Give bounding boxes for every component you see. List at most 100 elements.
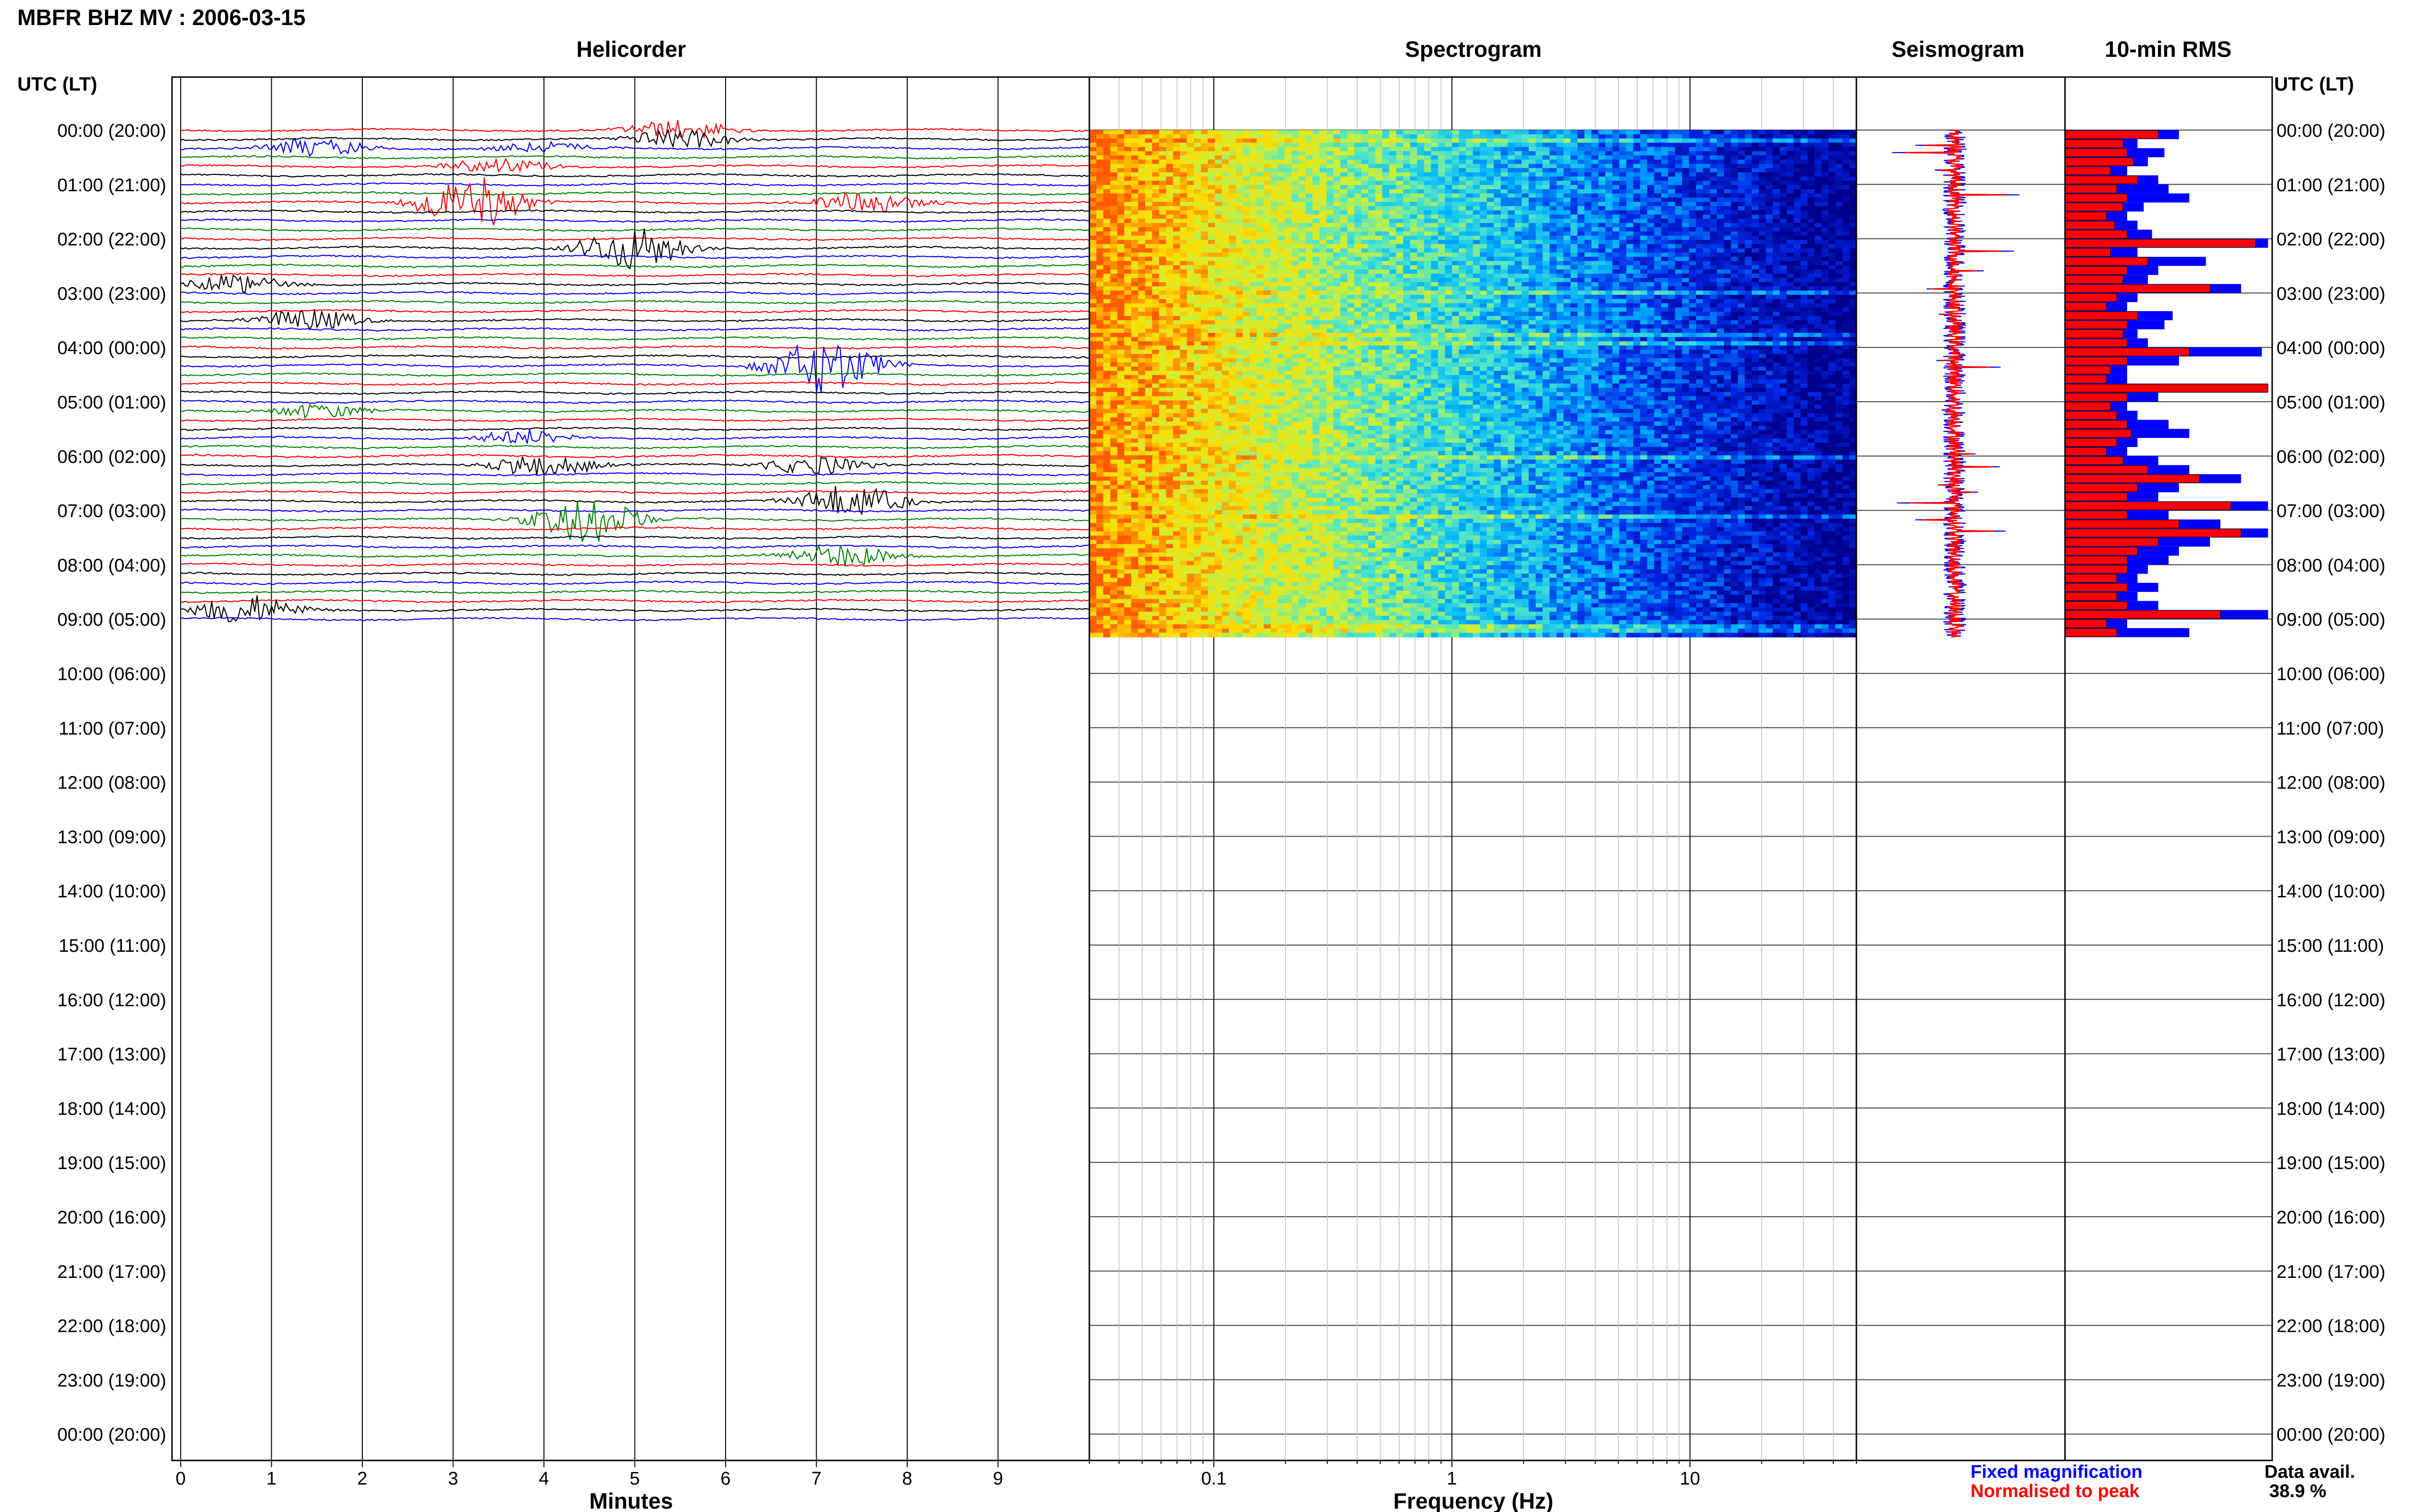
spectrogram-cell [1577,261,1585,266]
spectrogram-cell [1556,303,1564,308]
spectrogram-cell [1835,147,1843,152]
spectrogram-cell [1751,282,1760,287]
spectrogram-cell [1354,210,1362,215]
spectrogram-cell [1535,290,1543,295]
spectrogram-cell [1410,248,1417,253]
spectrogram-cell [1208,185,1216,190]
spectrogram-cell [1626,181,1634,185]
spectrogram-cell [1368,202,1376,207]
spectrogram-cell [1759,181,1766,185]
spectrogram-cell [1633,168,1641,173]
spectrogram-cell [1598,210,1606,215]
spectrogram-cell [1508,143,1515,147]
spectrogram-cell [1696,282,1704,287]
spectrogram-cell [1759,210,1766,215]
spectrogram-cell [1542,134,1550,139]
spectrogram-cell [1438,290,1445,295]
spectrogram-cell [1605,278,1613,283]
spectrogram-cell [1528,227,1536,232]
spectrogram-cell [1291,193,1299,198]
spectrogram-cell [1326,299,1334,304]
spectrogram-cell [1312,303,1320,308]
spectrogram-cell [1661,248,1669,253]
spectrogram-cell [1396,248,1404,253]
spectrogram-cell [1131,130,1139,135]
spectrogram-cell [1793,286,1801,291]
spectrogram-cell [1096,248,1104,253]
spectrogram-cell [1486,147,1495,152]
spectrogram-cell [1668,138,1676,144]
spectrogram-cell [1640,151,1648,156]
spectrogram-cell [1584,172,1592,177]
spectrogram-cell [1759,286,1766,291]
spectrogram-cell [1319,236,1327,240]
spectrogram-cell [1654,248,1662,253]
spectrogram-cell [1807,176,1815,182]
spectrogram-cell [1124,185,1132,190]
spectrogram-cell [1522,244,1529,249]
spectrogram-cell [1291,181,1299,185]
spectrogram-cell [1382,189,1390,194]
spectrogram-cell [1180,290,1188,295]
spectrogram-cell [1542,265,1550,270]
spectrogram-cell [1305,176,1313,182]
spectrogram-cell [1835,312,1843,316]
spectrogram-cell [1389,240,1397,245]
spectrogram-cell [1389,130,1397,135]
spectrogram-cell [1814,189,1822,194]
spectrogram-cell [1542,278,1550,283]
spectrogram-cell [1800,303,1808,308]
spectrogram-cell [1466,143,1473,147]
spectrogram-cell [1773,244,1780,249]
spectrogram-cell [1647,168,1655,173]
spectrogram-cell [1145,278,1153,283]
spectrogram-cell [1187,214,1194,219]
spectrogram-cell [1661,130,1669,135]
spectrogram-cell [1751,299,1760,304]
spectrogram-cell [1403,261,1411,266]
spectrogram-cell [1765,159,1774,164]
spectrogram-cell [1431,240,1439,245]
spectrogram-cell [1459,189,1467,194]
spectrogram-cell [1229,261,1236,266]
spectrogram-cell [1417,219,1425,224]
spectrogram-cell [1424,151,1431,156]
spectrogram-cell [1703,290,1710,295]
spectrogram-cell [1222,231,1230,237]
spectrogram-cell [1291,172,1299,177]
spectrogram-cell [1208,176,1216,182]
spectrogram-cell [1271,307,1278,312]
spectrogram-cell [1800,236,1808,240]
spectrogram-cell [1117,164,1125,169]
helicorder-trace-line [180,595,1089,622]
spectrogram-cell [1731,210,1738,215]
spectrogram-cell [1229,236,1236,240]
helicorder-trace-line [180,580,1089,585]
spectrogram-cell [1765,286,1774,291]
spectrogram-cell [1333,147,1341,152]
spectrogram-cell [1333,181,1341,185]
spectrogram-cell [1096,176,1104,182]
spectrogram-cell [1291,206,1299,211]
spectrogram-cell [1486,138,1495,144]
spectrogram-cell [1473,295,1481,300]
spectrogram-cell [1570,197,1578,202]
spectrogram-cell [1305,206,1313,211]
spectrogram-cell [1689,312,1696,316]
spectrogram-cell [1298,143,1306,147]
spectrogram-cell [1298,303,1306,308]
spectrogram-cell [1591,197,1599,202]
spectrogram-cell [1563,269,1571,274]
spectrogram-cell [1556,290,1564,295]
spectrogram-cell [1779,159,1787,164]
spectrogram-cell [1271,181,1278,185]
spectrogram-cell [1117,227,1125,232]
spectrogram-cell [1117,244,1125,249]
spectrogram-cell [1584,312,1592,316]
spectrogram-cell [1180,236,1188,240]
spectrogram-cell [1124,181,1132,185]
spectrogram-cell [1745,138,1752,144]
spectrogram-cell [1354,134,1362,139]
spectrogram-cell [1633,210,1641,215]
spectrogram-cell [1361,231,1369,237]
